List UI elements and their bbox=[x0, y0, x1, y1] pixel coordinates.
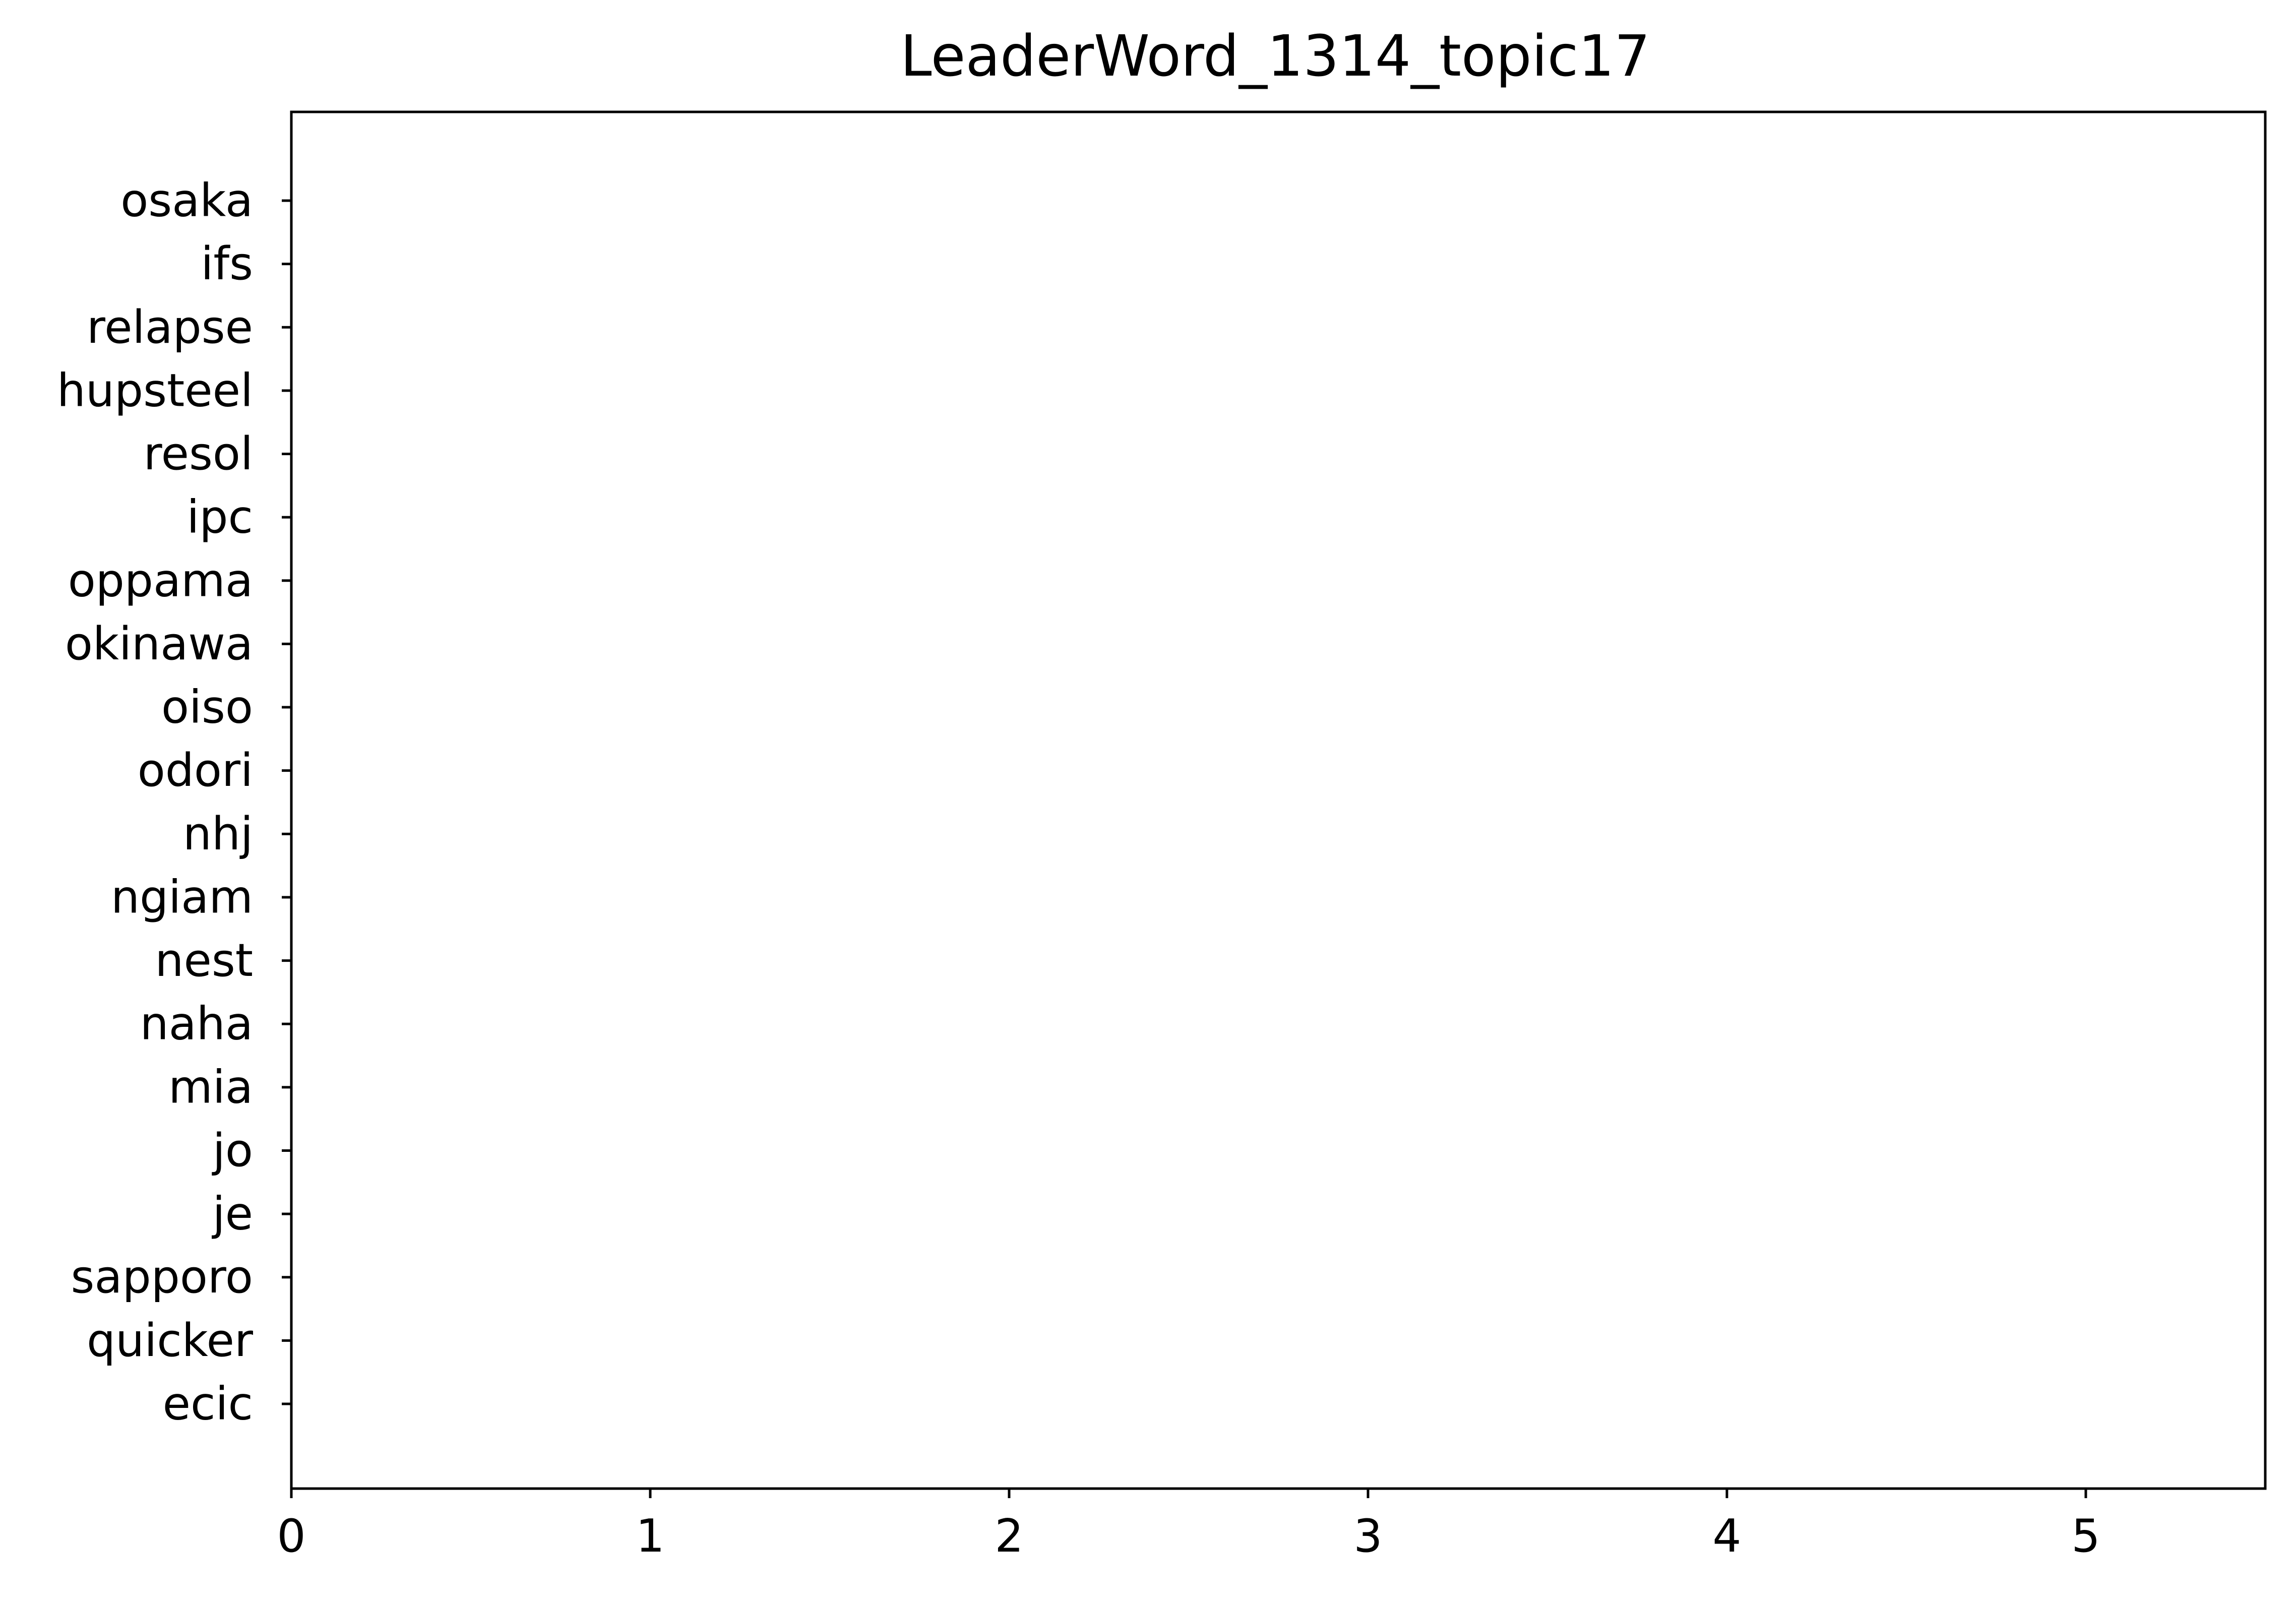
x-tick-label: 2 bbox=[995, 1510, 1023, 1563]
y-tick-label: sapporo bbox=[71, 1251, 253, 1304]
y-tick-label: oppama bbox=[68, 554, 253, 607]
y-tick-label: relapse bbox=[87, 301, 253, 354]
y-tick-label: ifs bbox=[201, 237, 253, 290]
x-tick-label: 1 bbox=[636, 1510, 664, 1563]
x-tick-label: 4 bbox=[1712, 1510, 1741, 1563]
y-tick-label: oiso bbox=[161, 681, 253, 734]
x-axis-ticks: 0 1 2 3 4 5 bbox=[277, 1489, 2100, 1563]
y-tick-label: ipc bbox=[187, 491, 253, 544]
x-tick-label: 3 bbox=[1353, 1510, 1382, 1563]
plot-area-frame bbox=[290, 110, 2267, 1490]
y-tick-label: jo bbox=[212, 1124, 253, 1177]
y-tick-label: naha bbox=[140, 998, 253, 1051]
y-tick-label: mia bbox=[168, 1061, 253, 1114]
y-tick-label: hupsteel bbox=[57, 364, 253, 417]
x-tick-label: 0 bbox=[277, 1510, 305, 1563]
y-axis-ticks: osaka ifs relapse hupsteel resol ipc oppama oki… bbox=[57, 174, 291, 1431]
y-tick-label: ecic bbox=[163, 1378, 253, 1431]
y-tick-label: odori bbox=[138, 744, 253, 797]
y-tick-label: resol bbox=[144, 427, 253, 480]
x-tick-label: 5 bbox=[2071, 1510, 2100, 1563]
y-tick-label: osaka bbox=[120, 174, 253, 227]
chart-title: LeaderWord_1314_topic17 bbox=[900, 24, 1650, 89]
y-tick-label: quicker bbox=[87, 1314, 253, 1367]
y-tick-label: nest bbox=[155, 934, 253, 987]
y-tick-label: nhj bbox=[183, 808, 253, 860]
y-tick-label: ngiam bbox=[111, 871, 253, 923]
y-tick-label: okinawa bbox=[65, 618, 253, 670]
y-tick-label: je bbox=[212, 1188, 253, 1241]
